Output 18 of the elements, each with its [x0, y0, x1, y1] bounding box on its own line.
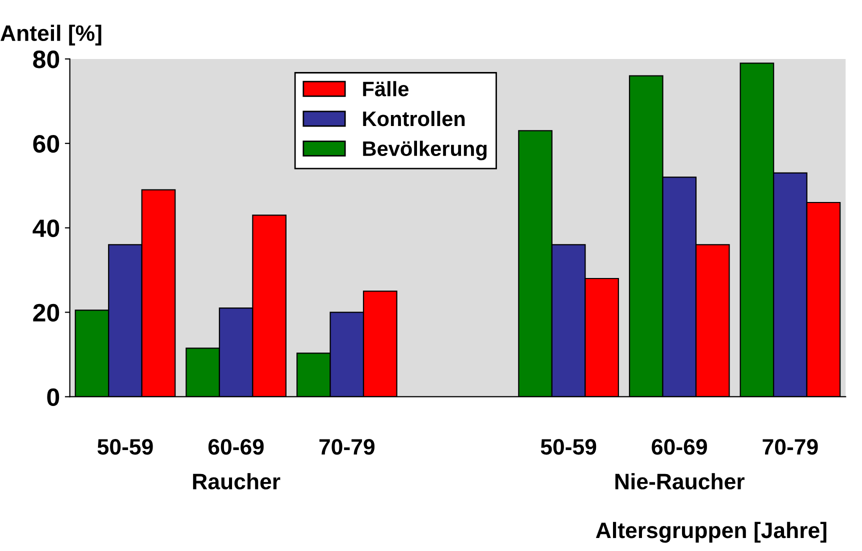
y-axis-title: Anteil [%] — [0, 24, 102, 46]
legend-label: Fälle — [363, 81, 408, 96]
y-tick-label: 60 — [33, 135, 60, 153]
y-tick-label: 20 — [33, 304, 60, 322]
y-tick-label: 40 — [32, 219, 60, 238]
text: Raucher — [193, 473, 280, 490]
x-tick-label: 70-79 — [319, 438, 374, 455]
x-tick-label: 60-69 — [652, 438, 707, 455]
legend-label: Bevölkerung — [363, 140, 487, 160]
x-axis-title: Altersgruppen [Jahre] — [596, 522, 826, 543]
x-tick-label: 70-79 — [762, 438, 818, 455]
legend-label: Kontrollen — [363, 110, 465, 126]
y-tick-label: 80 — [33, 50, 60, 68]
x-tick-label: 50-59 — [98, 438, 153, 455]
y-tick-label: 0 — [47, 388, 60, 406]
text: Nie-Raucher — [615, 473, 744, 490]
x-tick-label: 60-69 — [208, 438, 264, 455]
x-tick-label: 50-59 — [540, 438, 596, 455]
